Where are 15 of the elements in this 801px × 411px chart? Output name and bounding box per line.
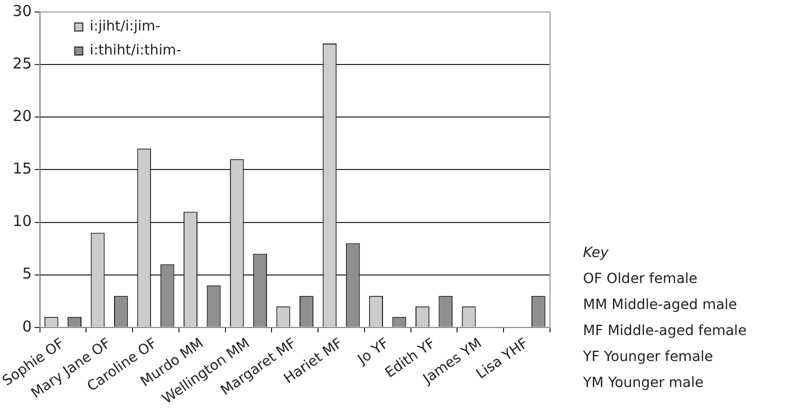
text: MF Middle-aged female — [583, 322, 747, 341]
y-tick-label: 0 — [22, 317, 32, 336]
y-tick-label: 30 — [12, 2, 32, 20]
text: Key — [583, 244, 610, 263]
text: YF Younger female — [583, 348, 714, 367]
text: YM Younger male — [583, 374, 705, 393]
y-tick-label: 15 — [12, 160, 32, 178]
legend-label: i:jiht/i:jim- — [90, 18, 160, 35]
text: OF Older female — [583, 270, 698, 289]
text: MM Middle-aged male — [583, 296, 738, 315]
legend-label: i:thiht/i:thim- — [90, 42, 182, 59]
y-tick-label: 20 — [12, 107, 32, 126]
y-tick-label: 10 — [12, 212, 32, 230]
y-tick-label: 25 — [12, 54, 32, 72]
y-tick-label: 5 — [22, 264, 32, 283]
